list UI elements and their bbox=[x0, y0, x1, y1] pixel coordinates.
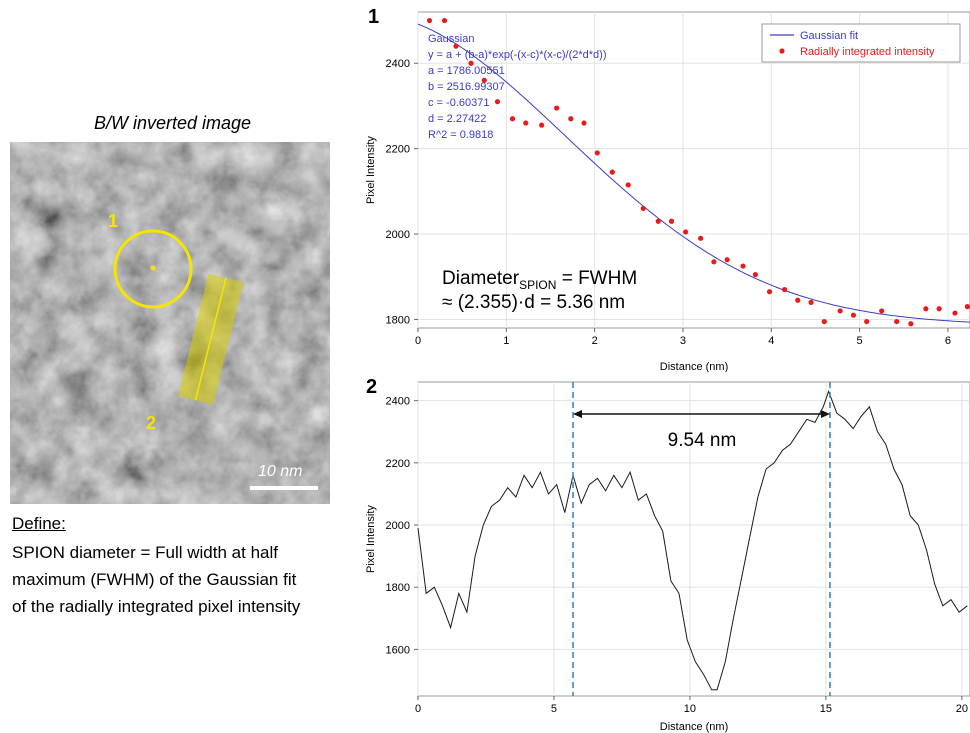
scale-bar-label: 10 nm bbox=[258, 463, 302, 480]
x-tick-label: 6 bbox=[945, 335, 951, 347]
data-point bbox=[724, 257, 730, 263]
fit-box-line: d = 2.27422 bbox=[428, 113, 486, 125]
image-title: B/W inverted image bbox=[93, 113, 252, 133]
distance-label: 9.54 nm bbox=[668, 430, 737, 451]
y-tick-label: 1600 bbox=[386, 644, 410, 656]
data-point bbox=[936, 306, 942, 312]
x-tick-label: 4 bbox=[768, 335, 774, 347]
fit-box-line: c = -0.60371 bbox=[428, 97, 489, 109]
micrograph-image: 1 2 10 nm bbox=[10, 142, 330, 504]
data-point bbox=[509, 116, 516, 122]
data-point bbox=[554, 105, 560, 111]
data-point bbox=[609, 169, 615, 175]
x-tick-label: 15 bbox=[820, 703, 832, 715]
data-point bbox=[426, 17, 433, 24]
line-profile-line bbox=[194, 277, 227, 401]
data-point bbox=[539, 122, 545, 128]
x-tick-label: 5 bbox=[551, 703, 557, 715]
x-tick-label: 1 bbox=[503, 335, 509, 347]
data-point bbox=[441, 17, 448, 24]
definition-line: of the radially integrated pixel intensi… bbox=[12, 597, 301, 616]
gaussian-fit-chart: 0 1 2 3 4 5 6 1800 2000 2200 2400 Distance (nm) Pi… bbox=[365, 11, 970, 372]
y-tick-label: 2000 bbox=[386, 229, 410, 241]
data-point bbox=[964, 304, 970, 310]
legend: Gaussian fit Radially integrated intensi… bbox=[761, 23, 961, 63]
y-tick-label: 1800 bbox=[386, 582, 410, 594]
data-point bbox=[952, 310, 958, 316]
fit-box-line: R^2 = 0.9818 bbox=[428, 129, 493, 141]
marker-center-dot bbox=[150, 265, 156, 271]
arrow-head-right bbox=[820, 410, 830, 418]
data-point bbox=[481, 77, 487, 83]
data-point bbox=[795, 297, 801, 303]
data-point bbox=[766, 289, 773, 295]
data-point bbox=[568, 116, 574, 122]
define-heading: Define: bbox=[12, 514, 66, 533]
definition-line: SPION diameter = Full width at half bbox=[12, 543, 278, 562]
data-point bbox=[850, 312, 857, 318]
y-tick-label: 2000 bbox=[386, 520, 410, 532]
x-axis-label: Distance (nm) bbox=[660, 721, 728, 733]
marker-circle-1 bbox=[113, 229, 193, 309]
data-point bbox=[879, 308, 885, 314]
diameter-label: DiameterSPION = FWHM bbox=[442, 268, 637, 292]
fit-box-line: y = a + (b-a)*exp(-(x-c)*(x-c)/(2*d*d)) bbox=[428, 49, 606, 61]
legend-label-points: Radially integrated intensity bbox=[800, 46, 935, 58]
data-point bbox=[923, 306, 929, 312]
data-point bbox=[894, 318, 900, 325]
line-profile-chart: 0 5 10 15 20 1600 1800 2000 2200 2400 9.54 nm Dis… bbox=[365, 381, 970, 733]
data-point bbox=[683, 229, 689, 235]
definition-line: maximum (FWHM) of the Gaussian fit bbox=[12, 570, 297, 589]
x-tick-label: 5 bbox=[857, 335, 863, 347]
x-tick-label: 3 bbox=[680, 335, 686, 347]
y-tick-label: 2200 bbox=[386, 144, 410, 156]
data-point bbox=[494, 99, 501, 105]
data-point bbox=[837, 308, 843, 314]
data-point bbox=[468, 60, 474, 66]
distance-arrow bbox=[572, 410, 830, 418]
data-point bbox=[698, 235, 704, 241]
y-tick-label: 2400 bbox=[386, 58, 410, 70]
y-tick-label: 2400 bbox=[386, 396, 410, 408]
y-tick-label: 1800 bbox=[386, 314, 410, 326]
fit-box-line: a = 1786.00551 bbox=[428, 65, 505, 77]
marker-label-1: 1 bbox=[108, 211, 118, 231]
data-point bbox=[821, 318, 827, 325]
gaussian-fit-line bbox=[417, 23, 970, 323]
marker-label-2: 2 bbox=[146, 413, 156, 433]
y-tick-label: 2200 bbox=[386, 458, 410, 470]
data-point bbox=[640, 205, 646, 212]
scale-bar bbox=[250, 486, 318, 490]
y-axis-label: Pixel Intensity bbox=[365, 136, 377, 204]
data-point bbox=[864, 318, 870, 325]
x-axis-label: Distance (nm) bbox=[660, 361, 728, 372]
data-point bbox=[781, 286, 788, 293]
y-axis-label: Pixel Intensity bbox=[365, 505, 377, 573]
data-point bbox=[808, 299, 814, 305]
x-tick-label: 10 bbox=[684, 703, 696, 715]
data-point bbox=[908, 321, 914, 327]
x-tick-label: 20 bbox=[956, 703, 968, 715]
data-point bbox=[655, 218, 661, 224]
diameter-value: ≈ (2.355)·d = 5.36 nm bbox=[442, 292, 625, 313]
legend-label-fit: Gaussian fit bbox=[800, 30, 858, 42]
fit-box-line: Gaussian bbox=[428, 33, 474, 45]
data-point bbox=[711, 259, 717, 265]
x-tick-label: 0 bbox=[415, 703, 421, 715]
arrow-head-left bbox=[572, 410, 582, 418]
data-point bbox=[594, 150, 600, 156]
data-point bbox=[668, 218, 675, 224]
x-tick-label: 0 bbox=[415, 335, 421, 347]
panel-label-2: 2 bbox=[366, 376, 378, 398]
data-point bbox=[740, 263, 746, 269]
data-point bbox=[625, 182, 631, 188]
profile-line bbox=[417, 389, 968, 691]
panel-label-1: 1 bbox=[368, 6, 380, 28]
data-point bbox=[752, 272, 758, 278]
x-tick-label: 2 bbox=[592, 335, 598, 347]
data-point bbox=[581, 120, 587, 126]
fit-box-line: b = 2516.99307 bbox=[428, 81, 505, 93]
data-point bbox=[453, 43, 459, 49]
data-point bbox=[523, 120, 529, 126]
